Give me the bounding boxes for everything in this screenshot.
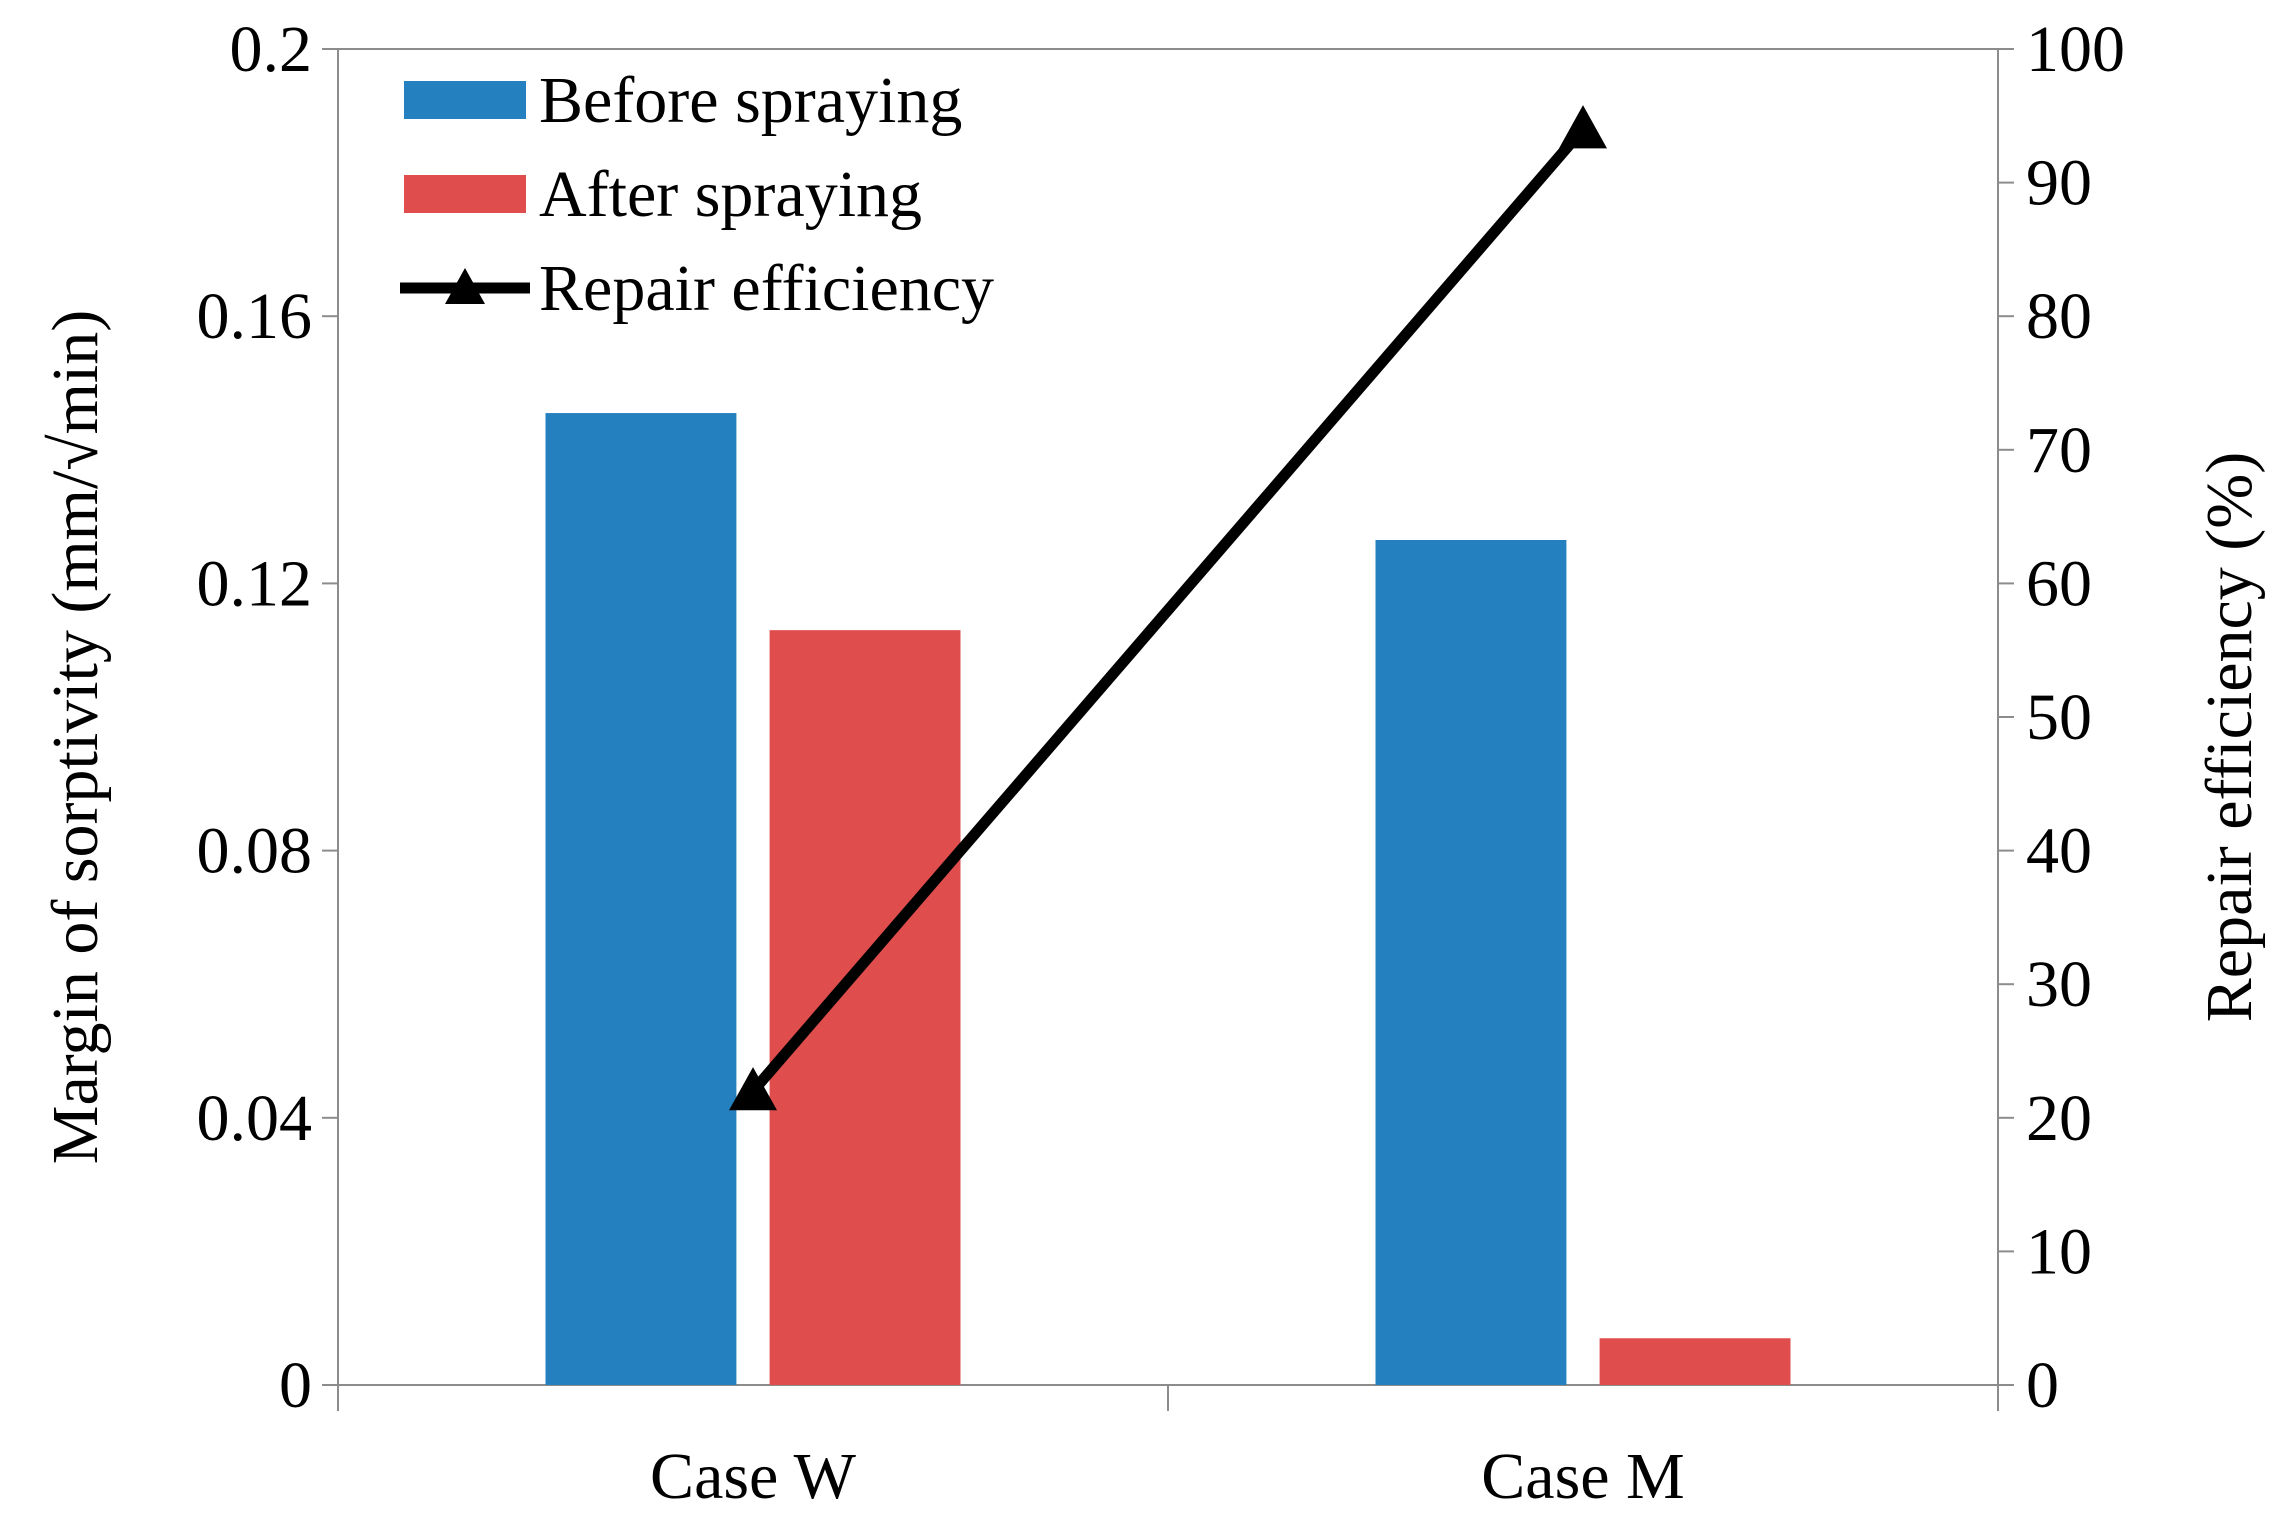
bar-after-spraying-case-m xyxy=(1599,1338,1791,1385)
repair-efficiency-marker-case-m xyxy=(1559,105,1607,149)
axes-layer xyxy=(322,48,2014,1411)
y-left-axis-title: Margin of sorptivity (mm/√min) xyxy=(39,310,112,1164)
x-category-label: Case W xyxy=(650,1440,857,1513)
bar-after-spraying-case-w xyxy=(769,630,961,1385)
repair-efficiency-line xyxy=(748,125,1588,1095)
y-left-tick-label: 0.16 xyxy=(197,280,313,353)
y-right-tick-label: 70 xyxy=(2026,414,2092,487)
y-right-tick-label: 0 xyxy=(2026,1349,2059,1422)
bar-before-spraying-case-m xyxy=(1375,539,1567,1385)
bars-layer xyxy=(545,413,1791,1385)
y-right-tick-label: 100 xyxy=(2026,13,2125,86)
legend-swatch-after-spraying xyxy=(404,175,526,213)
y-right-tick-label: 30 xyxy=(2026,948,2092,1021)
y-right-tick-label: 90 xyxy=(2026,147,2092,220)
y-right-axis-title: Repair efficiency (%) xyxy=(2193,452,2266,1022)
legend-label-repair-efficiency: Repair efficiency xyxy=(539,252,994,325)
legend-swatch-before-spraying xyxy=(404,81,526,119)
y-right-tick-label: 50 xyxy=(2026,681,2092,754)
y-right-tick-label: 10 xyxy=(2026,1215,2092,1288)
legend-swatch-marker xyxy=(445,268,485,304)
labels-layer: 0 0.04 0.08 0.12 0.16 0.2 0 10 20 30 40 50 60 70 80 90 1… xyxy=(39,13,2266,1513)
repair-efficiency-marker-case-w xyxy=(729,1067,777,1111)
line-layer xyxy=(729,105,1607,1111)
y-right-tick-label: 80 xyxy=(2026,280,2092,353)
y-left-tick-label: 0.2 xyxy=(230,13,313,86)
y-left-tick-label: 0 xyxy=(279,1349,312,1422)
y-right-tick-label: 60 xyxy=(2026,547,2092,620)
legend-label-after-spraying: After spraying xyxy=(539,158,922,231)
y-left-tick-label: 0.12 xyxy=(197,547,313,620)
y-right-tick-label: 20 xyxy=(2026,1082,2092,1155)
y-right-tick-label: 40 xyxy=(2026,815,2092,888)
x-category-label: Case M xyxy=(1481,1440,1684,1513)
y-left-tick-label: 0.08 xyxy=(197,815,313,888)
legend-layer: Before spraying After spraying Repair effi… xyxy=(400,64,994,325)
bar-before-spraying-case-w xyxy=(545,413,737,1385)
y-left-tick-label: 0.04 xyxy=(197,1082,313,1155)
legend-label-before-spraying: Before spraying xyxy=(539,64,962,137)
